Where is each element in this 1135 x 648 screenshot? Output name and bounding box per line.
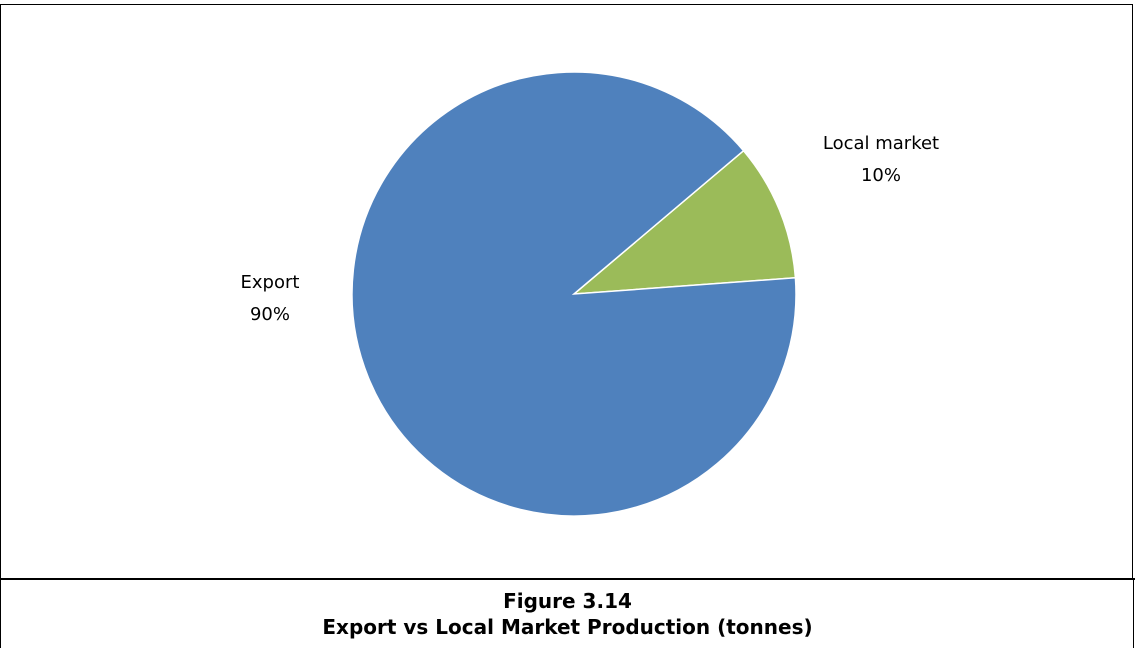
pie-slice-export (351, 71, 797, 517)
pie-slice-local-market (571, 149, 797, 295)
slice-label-local-market: Local market 10% (823, 133, 939, 186)
slice-name-export: Export (241, 272, 300, 293)
caption-left-border (0, 578, 1, 648)
caption-right-border (1133, 578, 1134, 648)
caption-divider (0, 578, 1135, 580)
pie-slices (351, 71, 797, 517)
figure-caption: Figure 3.14 Export vs Local Market Produ… (0, 588, 1135, 640)
figure-number: Figure 3.14 (503, 589, 632, 613)
slice-name-local-market: Local market (823, 133, 939, 154)
figure-title: Export vs Local Market Production (tonne… (322, 615, 813, 639)
slice-percent-local-market: 10% (861, 165, 901, 186)
slice-label-export: Export 90% (241, 272, 300, 325)
slice-percent-export: 90% (250, 304, 290, 325)
chart-frame (0, 4, 1133, 579)
